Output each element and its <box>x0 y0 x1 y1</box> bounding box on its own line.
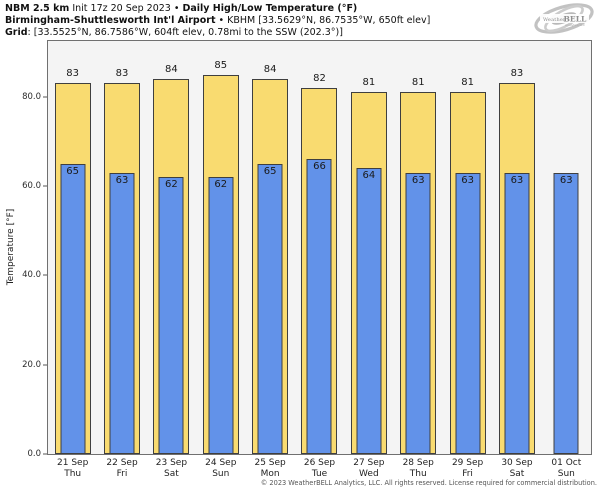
x-tick-label: 23 Sep Sat <box>156 458 187 480</box>
x-tick-label: 01 Oct Sun <box>551 458 581 480</box>
y-tick-mark <box>43 96 47 98</box>
low-bar: 63 <box>455 172 481 454</box>
y-tick-mark <box>43 185 47 187</box>
x-tick-label: 24 Sep Sun <box>205 458 236 480</box>
x-tick-day: Tue <box>311 469 328 479</box>
x-tick-date: 23 Sep <box>155 458 188 468</box>
low-bar: 63 <box>109 172 135 454</box>
low-bar: 64 <box>356 168 382 454</box>
bar-group: 83 63 <box>97 41 146 454</box>
y-tick-label: 80.0 <box>22 91 41 102</box>
high-value-label: 83 <box>66 68 80 80</box>
high-value-label: 83 <box>510 68 524 80</box>
grid-coords: : [33.5525°N, 86.7586°W, 604ft elev, 0.7… <box>27 26 343 38</box>
x-tick-day: Thu <box>409 469 427 479</box>
y-tick-label: 20.0 <box>22 359 41 370</box>
y-tick-mark <box>43 364 47 366</box>
title-line-3: Grid: [33.5525°N, 86.7586°W, 604ft elev,… <box>5 27 430 39</box>
model-name: NBM 2.5 km <box>5 3 70 14</box>
init-time: Init 17z 20 Sep 2023 • <box>69 3 183 14</box>
high-value-label: 84 <box>165 63 178 75</box>
x-tick-date: 21 Sep <box>57 458 89 468</box>
bar-group: 81 63 <box>443 41 492 454</box>
y-tick-label: 40.0 <box>22 270 41 281</box>
x-tick-label: 27 Sep Wed <box>353 458 384 480</box>
high-value-label: 83 <box>115 68 129 80</box>
x-tick-date: 28 Sep <box>402 458 434 468</box>
weatherbell-logo: Weather BELL Analytics LLC <box>534 3 594 34</box>
x-tick-label: 30 Sep Sat <box>501 458 532 480</box>
copyright-text: © 2023 WeatherBELL Analytics, LLC. All r… <box>260 479 597 487</box>
bar-group: 85 62 <box>196 41 245 454</box>
high-value-label: 82 <box>313 72 326 84</box>
x-tick-label: 28 Sep Thu <box>403 458 434 480</box>
x-tick-label: 29 Sep Fri <box>452 458 483 480</box>
station-coords: • KBHM [33.5629°N, 86.7535°W, 650ft elev… <box>215 14 431 26</box>
low-bar: 63 <box>553 172 579 454</box>
low-bar: 66 <box>306 159 332 454</box>
x-tick-day: Wed <box>359 469 379 479</box>
plot-area: 0.0 20.0 40.0 60.0 80.0 21 Sep Thu 83 65 22 Sep Fr… <box>22 40 592 479</box>
y-tick-label: 60.0 <box>22 181 41 192</box>
x-tick-day: Sat <box>509 469 525 479</box>
high-value-label: 81 <box>461 77 474 89</box>
low-bar: 62 <box>158 177 184 454</box>
x-tick-day: Fri <box>462 469 473 479</box>
x-tick-label: 25 Sep Mon <box>254 458 285 480</box>
low-bar: 63 <box>405 172 431 454</box>
y-axis-label: Temperature [°F] <box>6 208 16 286</box>
high-value-label: 84 <box>263 63 277 75</box>
bar-group: 84 62 <box>147 41 196 454</box>
y-tick-label: 0.0 <box>27 449 41 459</box>
x-tick-date: 24 Sep <box>205 458 237 468</box>
high-value-label: 81 <box>362 77 376 89</box>
grid-label: Grid <box>5 26 28 38</box>
chart-title: Daily High/Low Temperature (°F) <box>182 3 358 14</box>
x-tick-label: 21 Sep Thu <box>57 458 88 480</box>
low-bar: 62 <box>208 177 234 454</box>
x-tick-date: 22 Sep <box>106 458 138 468</box>
x-tick-date: 01 Oct <box>551 458 582 468</box>
chart-header: NBM 2.5 km Init 17z 20 Sep 2023 • Daily … <box>5 3 430 38</box>
y-tick-mark <box>43 274 47 276</box>
x-tick-label: 22 Sep Fri <box>106 458 137 480</box>
x-tick-date: 27 Sep <box>353 458 385 468</box>
x-tick-date: 25 Sep <box>254 458 286 468</box>
high-value-label: 85 <box>214 59 228 71</box>
logo-brand-suffix: BELL <box>564 15 588 24</box>
high-value-label: 81 <box>411 77 425 89</box>
station-name: Birmingham-Shuttlesworth Int'l Airport <box>5 14 216 26</box>
bar-group: 83 65 <box>48 41 97 454</box>
low-bar: 65 <box>60 163 86 454</box>
logo-brand-prefix: Weather <box>543 17 566 23</box>
bar-group: 82 66 <box>295 41 344 454</box>
low-bar: 63 <box>504 172 530 454</box>
bar-group: 63 <box>542 41 591 454</box>
bar-group: 83 63 <box>492 41 541 454</box>
x-tick-day: Sat <box>164 469 179 479</box>
x-tick-day: Fri <box>116 469 128 479</box>
bar-group: 81 64 <box>344 41 393 454</box>
x-tick-day: Sun <box>557 469 575 479</box>
title-line-2: Birmingham-Shuttlesworth Int'l Airport •… <box>5 15 430 27</box>
bar-group: 81 63 <box>394 41 443 454</box>
logo-tagline: Analytics LLC <box>565 23 585 27</box>
low-bar: 65 <box>257 163 283 454</box>
x-tick-date: 26 Sep <box>303 458 336 468</box>
x-tick-date: 29 Sep <box>451 458 484 468</box>
x-tick-day: Thu <box>64 469 82 479</box>
y-tick-mark <box>43 453 47 455</box>
x-tick-date: 30 Sep <box>501 458 533 468</box>
x-tick-label: 26 Sep Tue <box>304 458 335 480</box>
title-line-1: NBM 2.5 km Init 17z 20 Sep 2023 • Daily … <box>5 3 430 15</box>
x-tick-day: Mon <box>260 469 280 479</box>
bar-group: 84 65 <box>245 41 294 454</box>
x-tick-day: Sun <box>212 469 230 479</box>
